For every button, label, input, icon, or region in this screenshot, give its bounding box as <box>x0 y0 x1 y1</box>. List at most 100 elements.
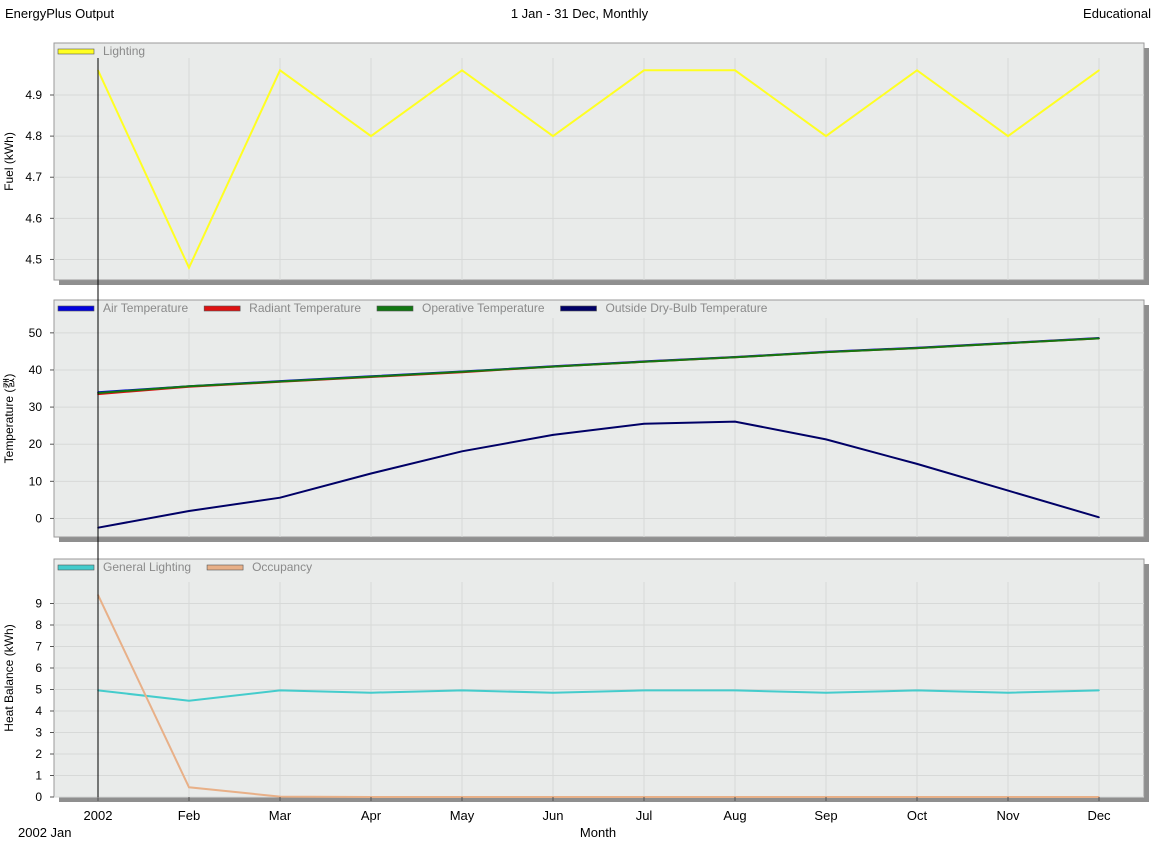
data-point <box>825 691 827 694</box>
x-tick-label: Dec <box>1087 808 1111 823</box>
x-tick-label: Nov <box>996 808 1020 823</box>
y-tick-label: 2 <box>35 747 42 761</box>
legend-label: Occupancy <box>252 560 312 574</box>
data-point <box>552 691 554 694</box>
chart-panel-fuel: 4.5 4.6 4.7 4.8 4.9 Fuel (kWh) Lighting <box>2 42 1149 285</box>
x-tick-label: Mar <box>269 808 292 823</box>
legend-swatch <box>57 305 95 312</box>
data-point <box>370 472 372 475</box>
y-tick-label: 1 <box>35 769 42 783</box>
x-tick-label: Sep <box>814 808 837 823</box>
data-point <box>1007 691 1009 694</box>
legend-label: General Lighting <box>103 560 191 574</box>
legend-swatch <box>560 305 597 312</box>
data-point <box>825 351 827 353</box>
data-point <box>461 689 463 692</box>
data-point <box>188 786 190 789</box>
series-line <box>97 689 1100 702</box>
legend-label: Lighting <box>103 44 145 58</box>
header-left-label: EnergyPlus Output <box>5 6 115 21</box>
x-tick-label: Aug <box>723 808 746 823</box>
data-point <box>1098 69 1100 72</box>
y-axis-title: Heat Balance (kWh) <box>2 624 16 731</box>
data-point <box>370 135 372 137</box>
data-point <box>552 434 554 436</box>
data-point <box>461 371 463 373</box>
data-point <box>461 69 463 72</box>
series-line <box>97 420 1100 529</box>
data-point <box>916 689 918 692</box>
y-tick-label: 10 <box>29 474 43 488</box>
data-point <box>825 438 827 441</box>
x-tick-label: Feb <box>178 808 200 823</box>
data-point <box>370 375 372 378</box>
chart-panel-temperature: 0 10 20 30 40 50 Temperature (캜) Air Temperatur… <box>2 299 1149 542</box>
series-line <box>97 594 1099 798</box>
data-point <box>916 347 918 349</box>
y-tick-label: 9 <box>35 597 42 611</box>
y-tick-label: 6 <box>35 661 42 675</box>
data-point <box>552 365 554 368</box>
y-tick-label: 8 <box>35 618 42 632</box>
x-axis-title: Month <box>579 825 617 840</box>
data-point <box>916 69 918 72</box>
y-tick-label: 7 <box>35 640 42 654</box>
legend-swatch <box>57 564 95 571</box>
data-point <box>188 385 190 388</box>
panel-background <box>53 42 1145 281</box>
data-point <box>643 361 645 363</box>
x-tick-label: Oct <box>907 808 928 823</box>
legend-label: Outside Dry-Bulb Temperature <box>606 301 768 315</box>
data-point <box>552 135 554 137</box>
data-point <box>1007 135 1009 137</box>
header-right-label: Educational <box>1083 6 1151 21</box>
y-tick-label: 0 <box>35 790 42 804</box>
data-point <box>279 69 281 72</box>
data-point <box>1098 689 1100 692</box>
legend-swatch <box>206 564 244 571</box>
y-tick-label: 40 <box>29 363 43 377</box>
series-line <box>97 68 1100 271</box>
legend-label: Air Temperature <box>103 301 188 315</box>
data-point <box>188 699 190 702</box>
y-tick-label: 4 <box>35 704 42 718</box>
data-point <box>188 266 190 269</box>
start-date-label: 2002 Jan <box>18 825 72 840</box>
data-point <box>825 135 827 137</box>
panel-background <box>53 558 1145 798</box>
series-line <box>97 337 1100 394</box>
data-point <box>916 463 918 465</box>
x-tick-label: Jul <box>636 808 653 823</box>
x-tick-label: Jun <box>543 808 564 823</box>
y-axis-title: Temperature (캜) <box>2 374 16 464</box>
legend-label: Operative Temperature <box>422 301 545 315</box>
y-tick-label: 4.7 <box>25 170 42 184</box>
data-point <box>1098 516 1100 519</box>
y-tick-label: 30 <box>29 400 43 414</box>
x-tick-label: 2002 <box>84 808 113 823</box>
legend-swatch <box>57 48 95 55</box>
data-point <box>1007 342 1009 345</box>
y-tick-label: 20 <box>29 437 43 451</box>
y-tick-label: 4.9 <box>25 88 42 102</box>
legend-label: Radiant Temperature <box>249 301 361 315</box>
data-point <box>734 356 736 359</box>
data-point <box>279 689 281 692</box>
y-tick-label: 50 <box>29 326 43 340</box>
chart-panel-heat_balance: 0 1 2 3 4 5 6 7 8 9 Heat Balance (kWh) General Ligh… <box>2 558 1149 804</box>
data-point <box>279 380 281 383</box>
panel-background <box>53 299 1145 538</box>
header-date-range: 1 Jan - 31 Dec, Monthly <box>510 6 649 21</box>
data-point <box>734 420 736 423</box>
data-point <box>643 689 645 692</box>
y-tick-label: 3 <box>35 726 42 740</box>
data-point <box>734 69 736 72</box>
y-tick-label: 4.6 <box>25 211 42 225</box>
y-tick-label: 0 <box>35 511 42 525</box>
data-point <box>1098 337 1100 340</box>
y-tick-label: 4.5 <box>25 252 42 266</box>
data-point <box>461 450 463 453</box>
data-point <box>188 510 190 512</box>
data-point <box>370 691 372 694</box>
